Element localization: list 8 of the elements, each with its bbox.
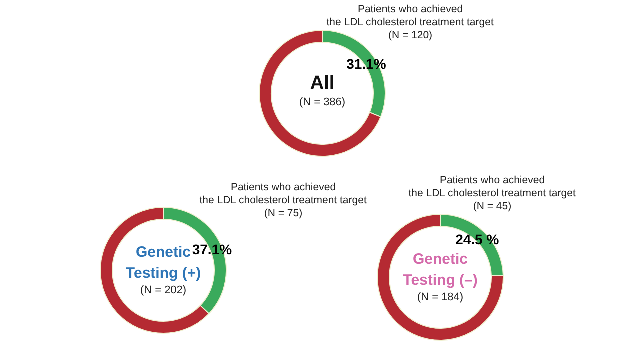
slice-label: Patients who achieved the LDL cholesterol treatment target (N = 75) [200, 182, 367, 220]
text: (N = 184) [417, 292, 464, 304]
text: Genetic Testing (–) [403, 251, 478, 289]
slice-label: Patients who achieved the LDL cholesterol treatment target (N = 120) [326, 4, 494, 42]
text: All [310, 73, 335, 94]
slice-label: Patients who achieved the LDL cholesterol treatment target (N = 45) [408, 174, 576, 212]
text: (N = 202) [140, 284, 187, 296]
text: (N = 386) [299, 96, 346, 108]
